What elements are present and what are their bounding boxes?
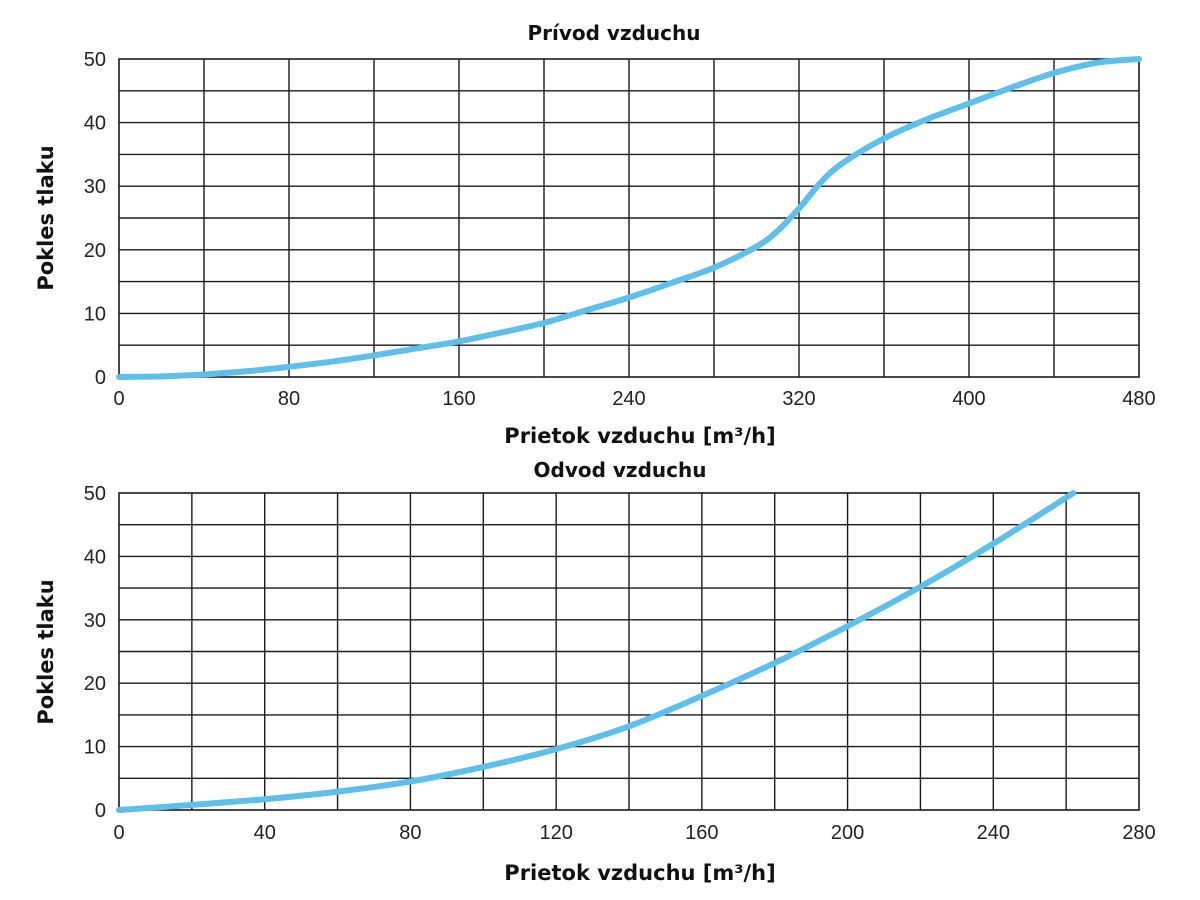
y-tick-label: 30	[84, 176, 106, 198]
x-tick-label: 320	[782, 388, 815, 410]
chart-privod-vzduchu: Prívod vzduchu 0 80 160 240 320 400 480 0 10 20 3…	[34, 21, 1156, 448]
x-tick-label: 200	[831, 822, 864, 844]
grid	[119, 59, 1139, 377]
x-tick-label: 0	[113, 388, 124, 410]
x-tick-label: 240	[977, 822, 1010, 844]
x-tick-label: 80	[399, 822, 421, 844]
y-tick-label: 40	[84, 113, 106, 135]
y-tick-label: 50	[84, 49, 106, 71]
y-tick-label: 0	[95, 800, 106, 822]
y-tick-label: 10	[84, 737, 106, 759]
x-tick-label: 0	[113, 822, 124, 844]
x-axis-label: Prietok vzduchu [m³/h]	[504, 424, 775, 448]
y-axis-label: Pokles tlaku	[34, 145, 58, 290]
y-tick-labels: 0 10 20 30 40 50	[84, 49, 106, 389]
x-tick-labels: 0 80 160 240 320 400 480	[113, 388, 1155, 410]
chart-odvod-vzduchu: Odvod vzduchu 0 40 80 120 160 200 240 280 0 10 20…	[34, 458, 1156, 885]
y-axis-label: Pokles tlaku	[34, 579, 58, 724]
plot-frame	[118, 58, 1140, 378]
y-tick-label: 50	[84, 483, 106, 505]
x-tick-label: 120	[539, 822, 572, 844]
chart-title: Prívod vzduchu	[528, 21, 701, 45]
plot-frame	[118, 492, 1140, 811]
y-tick-label: 10	[84, 303, 106, 325]
x-tick-label: 480	[1122, 388, 1155, 410]
x-tick-label: 160	[685, 822, 718, 844]
y-tick-label: 20	[84, 673, 106, 695]
x-tick-labels: 0 40 80 120 160 200 240 280	[113, 822, 1155, 844]
x-tick-label: 240	[612, 388, 645, 410]
x-tick-label: 160	[442, 388, 475, 410]
x-tick-label: 280	[1122, 822, 1155, 844]
y-tick-label: 20	[84, 240, 106, 262]
y-tick-label: 0	[95, 367, 106, 389]
data-line	[116, 490, 1077, 813]
data-line	[116, 56, 1142, 380]
x-tick-label: 40	[254, 822, 276, 844]
chart-title: Odvod vzduchu	[534, 458, 707, 482]
x-tick-label: 400	[952, 388, 985, 410]
y-tick-label: 30	[84, 610, 106, 632]
y-tick-labels: 0 10 20 30 40 50	[84, 483, 106, 822]
x-axis-label: Prietok vzduchu [m³/h]	[504, 861, 775, 885]
grid	[119, 493, 1139, 810]
y-tick-label: 40	[84, 546, 106, 568]
x-tick-label: 80	[278, 388, 300, 410]
